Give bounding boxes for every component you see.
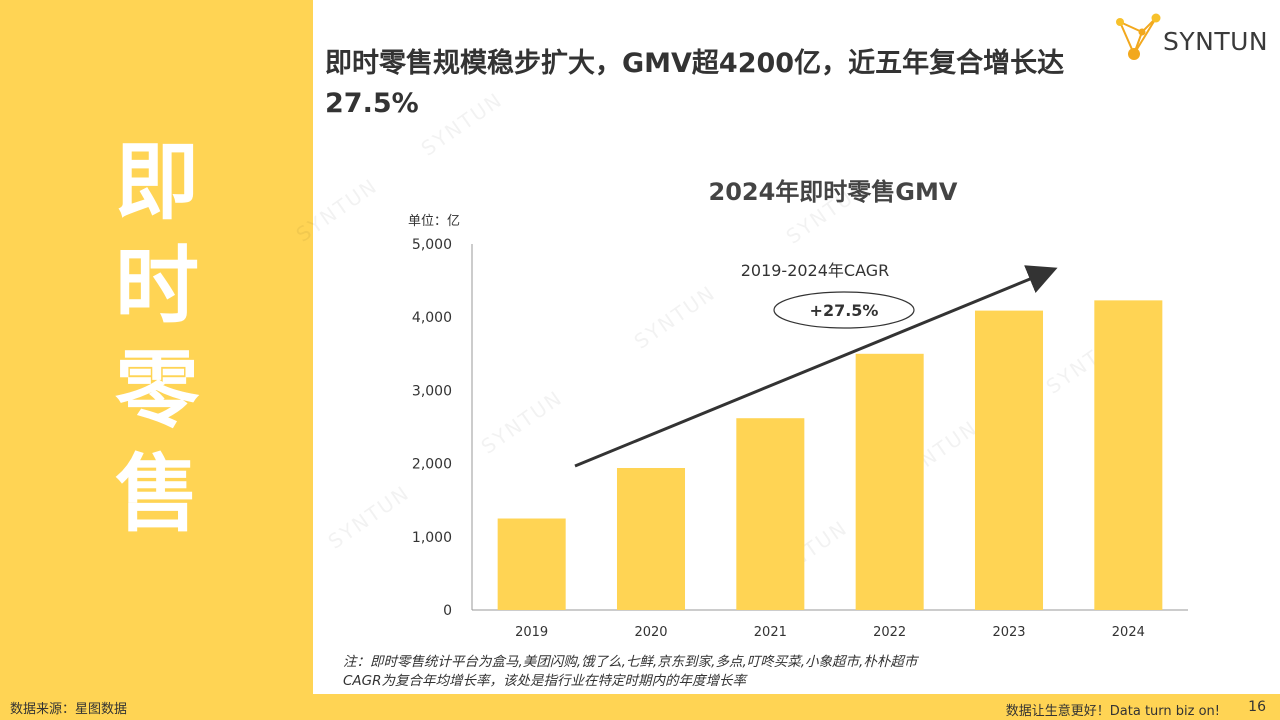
bar-2024 [1094,300,1163,610]
x-tick-label: 2020 [634,625,667,640]
note-line: CAGR为复合年均增长率，该处是指行业在特定时期内的年度增长率 [343,673,747,689]
bar-2023 [974,310,1044,610]
footer-slogan: 数据让生意更好！Data turn biz on! [1005,704,1220,719]
section-title: 即 时 零 售 [112,140,202,556]
cagr-arrow [574,265,1058,468]
x-tick-label: 2024 [1112,625,1145,640]
x-tick-label: 2021 [754,625,787,640]
bar-2021 [736,418,805,610]
y-tick-label: 2,000 [412,457,452,473]
cagr-value: +27.5% [810,301,879,320]
y-tick-label: 4,000 [412,310,452,326]
section-title-char: 即 [114,133,199,231]
y-tick-label: 1,000 [412,530,452,546]
footer-band [313,694,1280,720]
network-nodes-icon [1116,13,1161,60]
bar-2019 [497,518,566,610]
chart-title: 2024年即时零售GMV [708,178,958,206]
x-tick-label: 2023 [992,625,1025,640]
gmv-bar-chart: 0 1,000 2,000 3,000 4,000 5,000 2019 2020 2021 20… [412,237,1188,640]
page-number: 16 [1248,699,1266,715]
chart-notes: 注：即时零售统计平台为盒马,美团闪购,饿了么,七鲜,京东到家,多点,叮咚买菜,小… [343,653,917,691]
x-tick-label: 2022 [873,625,906,640]
section-title-char: 零 [114,341,199,439]
cagr-label: 2019-2024年CAGR [741,261,890,280]
section-title-char: 售 [114,445,199,543]
data-source: 数据来源：星图数据 [10,702,128,717]
section-title-char: 时 [114,237,199,335]
bar-2022 [855,353,924,610]
side-band [0,0,313,720]
page-headline: 即时零售规模稳步扩大，GMV超4200亿，近五年复合增长达27.5% [325,48,1065,119]
bar-2020 [616,467,686,610]
x-tick-label: 2019 [515,625,548,640]
y-tick-label: 5,000 [412,237,452,253]
cagr-ellipse [773,291,915,329]
note-line: 注：即时零售统计平台为盒马,美团闪购,饿了么,七鲜,京东到家,多点,叮咚买菜,小… [343,654,918,670]
y-tick-label: 0 [443,603,452,619]
unit-label: 单位：亿 [408,214,461,229]
logo-text: SYNTUN [1163,27,1269,56]
y-tick-label: 3,000 [412,383,452,399]
